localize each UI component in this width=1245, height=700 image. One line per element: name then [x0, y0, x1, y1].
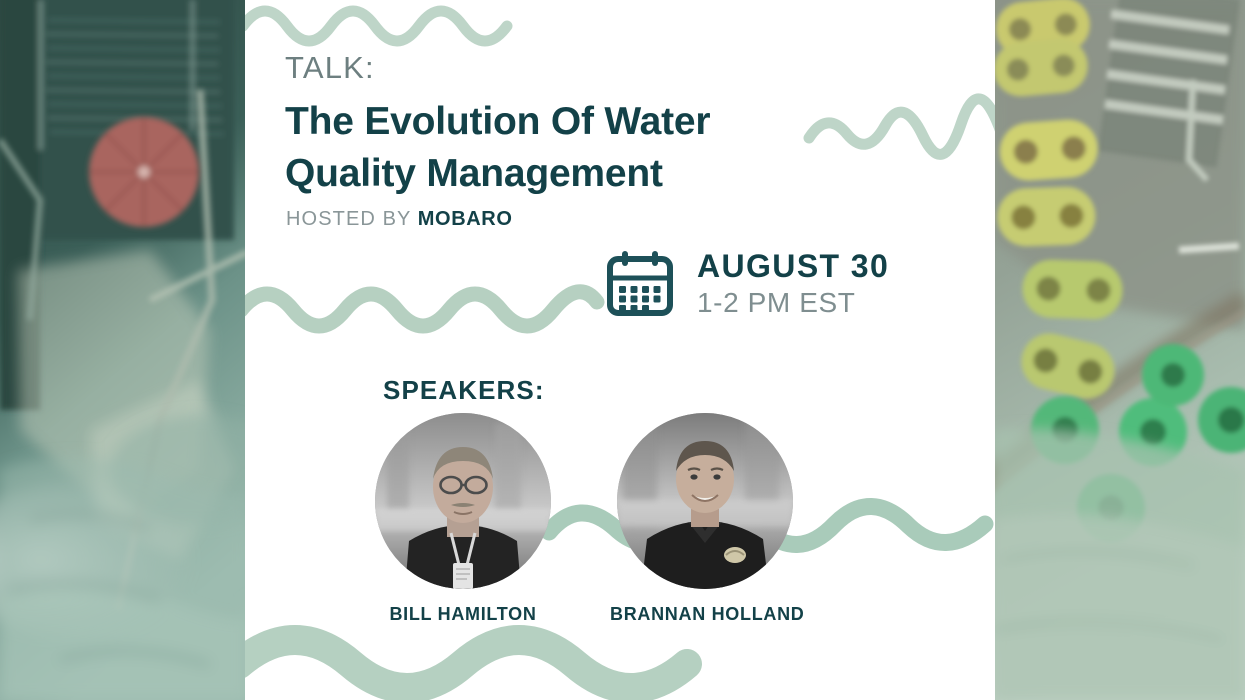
- speaker-card: BILL HAMILTON: [368, 413, 558, 625]
- avatar: [617, 413, 793, 589]
- speaker-card: BRANNAN HOLLAND: [610, 413, 805, 625]
- speaker-photo: [375, 413, 551, 589]
- title-line-1: The Evolution Of Water: [285, 100, 711, 143]
- host-brand-name: MOBARO: [417, 208, 513, 230]
- aerial-pool-illustration: [0, 0, 248, 700]
- event-date-text: AUGUST 30 1-2 PM EST: [697, 248, 889, 319]
- page-title: The Evolution Of Water Quality Managemen…: [285, 96, 845, 200]
- talk-label: TALK:: [285, 50, 375, 85]
- background-photo-left: [0, 0, 248, 700]
- title-line-2: Quality Management: [285, 151, 663, 195]
- hosted-by-line: HOSTED BY MOBARO: [286, 208, 513, 231]
- umbrella-shape: [89, 117, 199, 227]
- speaker-name: BRANNAN HOLLAND: [610, 604, 805, 624]
- aerial-tube-stack-illustration: [993, 0, 1245, 700]
- event-date-row: AUGUST 30 1-2 PM EST: [605, 248, 889, 319]
- hosted-by-prefix: HOSTED BY: [286, 208, 418, 230]
- avatar: [375, 413, 551, 589]
- speakers-label: SPEAKERS:: [383, 375, 545, 405]
- tube-cluster: [993, 0, 1123, 399]
- event-date: AUGUST 30: [697, 248, 890, 284]
- speaker-photo: [617, 413, 793, 589]
- event-time: 1-2 PM EST: [697, 286, 856, 318]
- speaker-name: BILL HAMILTON: [389, 604, 537, 624]
- poster-card: TALK: The Evolution Of Water Quality Man…: [245, 0, 995, 700]
- background-photo-right: [993, 0, 1245, 700]
- calendar-icon: [605, 248, 675, 318]
